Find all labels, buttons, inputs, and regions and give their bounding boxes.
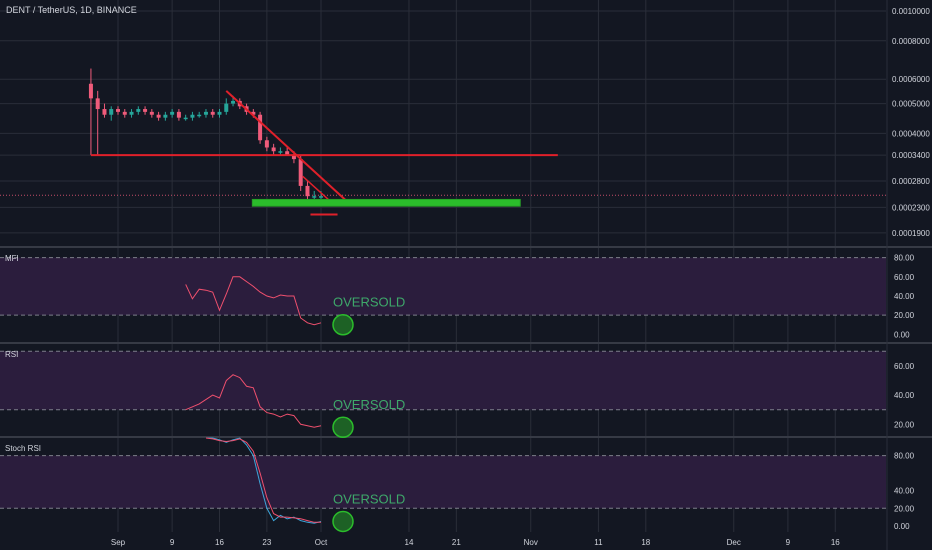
candle-up <box>109 109 114 115</box>
oscillator-tick-label: 80.00 <box>894 254 915 263</box>
candle-up <box>312 196 317 198</box>
candle-down <box>305 185 310 197</box>
date-tick-label: 9 <box>170 538 175 547</box>
candle-down <box>251 111 256 115</box>
candle-down <box>291 155 296 160</box>
candle-up <box>170 111 175 115</box>
candle-down <box>264 140 269 148</box>
oscillator-tick-label: 60.00 <box>894 273 915 282</box>
candle-down <box>210 111 215 115</box>
date-tick-label: 18 <box>641 538 650 547</box>
date-tick-label: 11 <box>594 538 603 547</box>
oscillator-tick-label: 0.00 <box>894 522 910 531</box>
pane-label: MFI <box>5 254 19 263</box>
price-tick-label: 0.0002800 <box>892 177 930 186</box>
date-tick-label: 21 <box>452 538 461 547</box>
candle-down <box>176 111 181 118</box>
candle-down <box>258 114 263 141</box>
oscillator-tick-label: 40.00 <box>894 487 915 496</box>
candle-up <box>129 111 134 115</box>
pane-label: Stoch RSI <box>5 444 41 453</box>
price-tick-label: 0.0002300 <box>892 203 930 212</box>
date-tick-label: Nov <box>524 538 538 547</box>
candle-down <box>285 151 290 156</box>
descending-trendline <box>225 90 348 203</box>
oscillator-tick-label: 0.00 <box>894 330 910 339</box>
oversold-circle <box>332 313 354 336</box>
candle-down <box>271 147 276 152</box>
price-tick-label: 0.0006000 <box>892 75 930 84</box>
short-trendline <box>302 175 332 203</box>
date-tick-label: Dec <box>727 538 741 547</box>
price-tick-label: 0.0001900 <box>892 229 930 238</box>
price-tick-label: 0.0008000 <box>892 37 930 46</box>
candle-up <box>217 111 222 115</box>
price-tick-label: 0.0010000 <box>892 7 930 16</box>
symbol-title: DENT / TetherUS, 1D, BINANCE <box>6 5 137 15</box>
oscillator-band <box>0 351 886 410</box>
candle-up <box>203 111 208 115</box>
candle-up <box>231 100 236 104</box>
price-tick-label: 0.0004000 <box>892 129 930 138</box>
candle-down <box>149 111 154 115</box>
candle-down <box>95 98 100 110</box>
date-tick-label: Sep <box>111 538 126 547</box>
date-tick-label: 16 <box>215 538 224 547</box>
oscillator-tick-label: 40.00 <box>894 292 915 301</box>
oscillator-band <box>0 455 886 509</box>
series-line-mfi <box>185 276 322 326</box>
candle-down <box>122 111 127 115</box>
support-zone <box>251 198 521 207</box>
series-line-stoch <box>205 437 321 523</box>
oscillator-band <box>0 257 886 316</box>
candle-up <box>163 114 168 118</box>
candle-down <box>156 114 161 118</box>
date-tick-label: 23 <box>262 538 271 547</box>
candle-down <box>116 109 120 112</box>
date-tick-label: 16 <box>831 538 840 547</box>
series-line-stoch <box>206 437 322 524</box>
date-tick-label: 9 <box>786 538 791 547</box>
candle-down <box>88 83 93 99</box>
candle-up <box>319 196 323 198</box>
oversold-label: OVERSOLD <box>333 491 405 506</box>
oscillator-tick-label: 20.00 <box>894 420 915 429</box>
oscillator-tick-label: 80.00 <box>894 452 915 461</box>
pane-label: RSI <box>5 350 18 359</box>
candle-up <box>190 114 195 118</box>
oscillator-tick-label: 60.00 <box>894 362 915 371</box>
oscillator-tick-label: 20.00 <box>894 504 915 513</box>
candle-up <box>183 117 188 120</box>
oscillator-tick-label: 40.00 <box>894 391 915 400</box>
oscillator-tick-label: 20.00 <box>894 311 915 320</box>
price-tick-label: 0.0005000 <box>892 100 930 109</box>
candle-up <box>197 114 202 117</box>
oversold-label: OVERSOLD <box>333 397 405 412</box>
oversold-label: OVERSOLD <box>333 295 405 310</box>
candle-up <box>224 103 229 112</box>
candle-up <box>136 109 141 112</box>
oversold-circle <box>332 510 354 533</box>
candle-down <box>143 109 148 112</box>
candle-down <box>298 159 303 186</box>
price-tick-label: 0.0003400 <box>892 151 930 160</box>
oversold-circle <box>332 416 354 438</box>
series-line-rsi <box>185 374 322 428</box>
date-tick-label: Oct <box>315 538 328 547</box>
candle-up <box>278 151 283 153</box>
candle-down <box>102 109 107 115</box>
date-tick-label: 14 <box>405 538 414 547</box>
